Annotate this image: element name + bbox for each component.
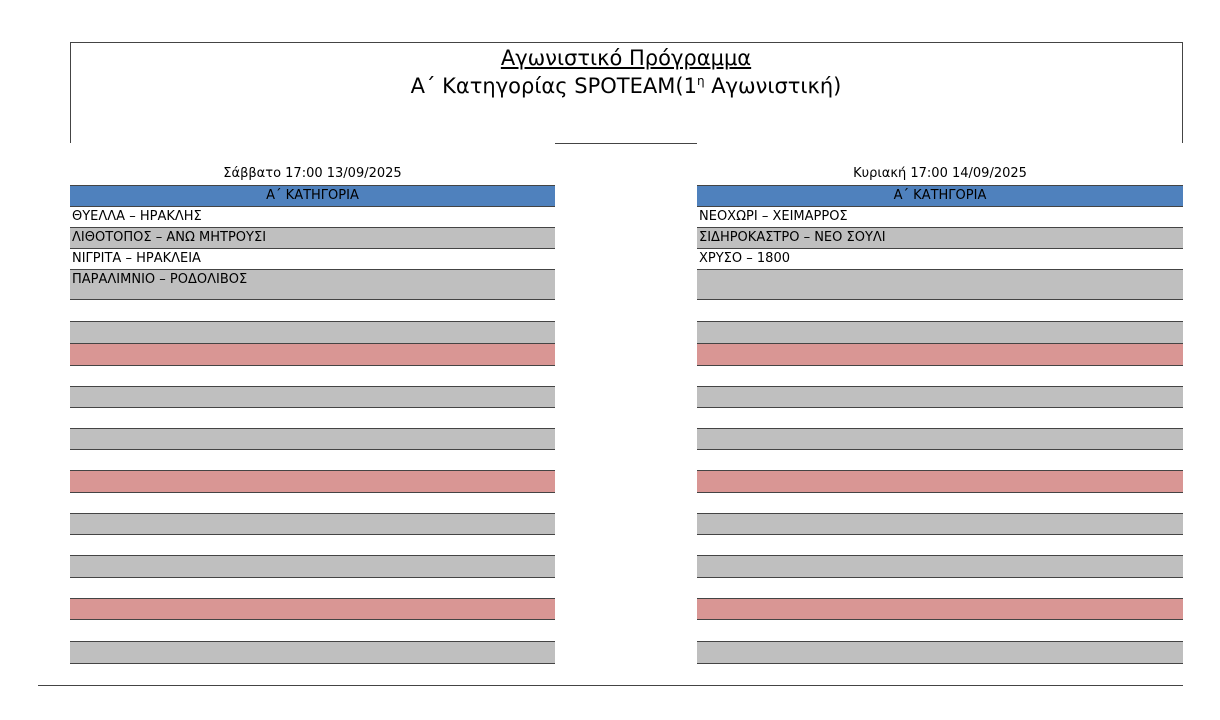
empty-row bbox=[70, 408, 555, 429]
subtitle-sup: η bbox=[696, 74, 705, 88]
empty-row bbox=[697, 366, 1183, 387]
date: Σάββατο 17:00 13/09/2025 bbox=[70, 164, 555, 186]
empty-row bbox=[697, 556, 1183, 578]
empty-row bbox=[697, 322, 1183, 344]
empty-row bbox=[70, 344, 555, 366]
bottom-line bbox=[38, 685, 1183, 686]
empty-row bbox=[70, 599, 555, 620]
empty-row bbox=[697, 408, 1183, 429]
empty-row bbox=[70, 429, 555, 450]
empty-row bbox=[70, 471, 555, 493]
empty-row bbox=[697, 387, 1183, 408]
match: ΛΙΘΟΤΟΠΟΣ – ΑΝΩ ΜΗΤΡΟΥΣΙ bbox=[70, 228, 555, 249]
middle-column bbox=[554, 143, 698, 686]
empty-row bbox=[70, 493, 555, 514]
empty-row bbox=[70, 514, 555, 535]
empty-row bbox=[697, 344, 1183, 366]
empty-row bbox=[697, 429, 1183, 450]
empty-row bbox=[70, 450, 555, 471]
empty-row bbox=[697, 300, 1183, 322]
empty-row bbox=[697, 642, 1183, 664]
empty-row bbox=[697, 535, 1183, 556]
subtitle-text: Α΄ Κατηγορίας SPOTEAM(1 bbox=[410, 74, 697, 98]
empty-row bbox=[70, 620, 555, 642]
match: ΣΙΔΗΡΟΚΑΣΤΡΟ – ΝΕΟ ΣΟΥΛΙ bbox=[697, 228, 1183, 249]
match: ΧΡΥΣΟ – 1800 bbox=[697, 249, 1183, 270]
empty-row bbox=[70, 387, 555, 408]
subtitle: Α΄ Κατηγορίας SPOTEAM(1η Αγωνιστική) bbox=[70, 74, 1182, 98]
empty-row bbox=[70, 300, 555, 322]
empty-row bbox=[697, 471, 1183, 493]
empty-row bbox=[697, 270, 1183, 300]
blank-row bbox=[697, 143, 1183, 165]
empty-row bbox=[70, 366, 555, 387]
empty-row bbox=[70, 535, 555, 556]
empty-row bbox=[70, 664, 555, 686]
empty-row bbox=[697, 599, 1183, 620]
empty-row bbox=[697, 450, 1183, 471]
empty-row bbox=[70, 322, 555, 344]
empty-row bbox=[697, 493, 1183, 514]
category: Α΄ ΚΑΤΗΓΟΡΙΑ bbox=[70, 186, 555, 207]
date: Κυριακή 17:00 14/09/2025 bbox=[697, 164, 1183, 186]
title: Αγωνιστικό Πρόγραμμα bbox=[500, 46, 752, 70]
match: ΝΕΟΧΩΡΙ – ΧΕΙΜΑΡΡΟΣ bbox=[697, 207, 1183, 228]
empty-row bbox=[697, 664, 1183, 686]
blank-row bbox=[70, 143, 555, 165]
empty-row bbox=[697, 514, 1183, 535]
subtitle-after: Αγωνιστική) bbox=[704, 74, 842, 98]
match: ΠΑΡΑΛΙΜΝΙΟ – ΡΟΔΟΛΙΒΟΣ bbox=[70, 270, 555, 300]
empty-row bbox=[697, 620, 1183, 642]
match: ΘΥΕΛΛΑ – ΗΡΑΚΛΗΣ bbox=[70, 207, 555, 228]
empty-row bbox=[70, 578, 555, 599]
empty-row bbox=[70, 642, 555, 664]
match: ΝΙΓΡΙΤΑ – ΗΡΑΚΛΕΙΑ bbox=[70, 249, 555, 270]
category: Α΄ ΚΑΤΗΓΟΡΙΑ bbox=[697, 186, 1183, 207]
empty-row bbox=[697, 578, 1183, 599]
empty-row bbox=[70, 556, 555, 578]
